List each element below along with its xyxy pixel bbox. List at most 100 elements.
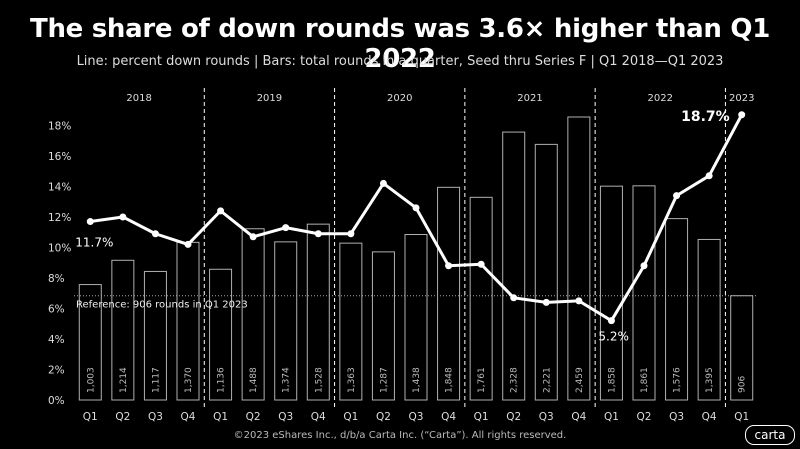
x-tick-label: Q3 bbox=[148, 411, 163, 423]
x-tick-label: Q2 bbox=[376, 411, 391, 423]
line-point bbox=[412, 204, 420, 212]
line-point bbox=[542, 298, 550, 306]
bar bbox=[339, 242, 363, 401]
bar bbox=[209, 268, 233, 401]
year-label: 2019 bbox=[257, 93, 282, 104]
y-tick-label: 10% bbox=[48, 242, 71, 254]
y-tick-label: 18% bbox=[48, 120, 71, 132]
x-tick-label: Q4 bbox=[571, 411, 586, 423]
line-point bbox=[477, 260, 485, 268]
bar bbox=[78, 284, 102, 401]
min-value-label: 5.2% bbox=[598, 330, 629, 344]
bar-value-label: 1,438 bbox=[412, 367, 422, 393]
line-point bbox=[575, 297, 583, 305]
bar-value-label: 1,214 bbox=[119, 367, 129, 393]
line-point bbox=[347, 230, 355, 238]
bar bbox=[241, 228, 265, 401]
bar-value-label: 1,576 bbox=[673, 367, 683, 393]
carta-logo: carta bbox=[745, 425, 795, 445]
bar-value-label: 1,488 bbox=[249, 367, 259, 393]
chart-subtitle: Line: percent down rounds | Bars: total … bbox=[76, 54, 724, 69]
year-label: 2022 bbox=[648, 93, 673, 104]
y-tick-label: 2% bbox=[48, 364, 65, 376]
bar-value-label: 1,003 bbox=[86, 367, 96, 393]
y-tick-label: 4% bbox=[48, 334, 65, 346]
bar-value-label: 1,848 bbox=[445, 367, 455, 393]
bar bbox=[567, 116, 591, 401]
line-point bbox=[738, 111, 746, 119]
line-point bbox=[314, 230, 322, 238]
bar bbox=[143, 270, 167, 401]
bar-value-label: 2,221 bbox=[542, 367, 552, 393]
x-tick-label: Q3 bbox=[539, 411, 554, 423]
footer-copyright: ©2023 eShares Inc., d/b/a Carta Inc. (“C… bbox=[233, 430, 567, 441]
bar-value-label: 1,395 bbox=[705, 367, 715, 393]
y-tick-label: 12% bbox=[48, 212, 71, 224]
y-tick-label: 16% bbox=[48, 151, 71, 163]
y-tick-label: 8% bbox=[48, 273, 65, 285]
bar bbox=[697, 238, 721, 401]
line-point bbox=[282, 224, 290, 232]
x-tick-label: Q2 bbox=[246, 411, 261, 423]
bar-value-label: 2,459 bbox=[575, 367, 585, 393]
bar-value-label: 1,858 bbox=[607, 367, 617, 393]
line-point bbox=[184, 240, 192, 248]
bar bbox=[306, 223, 330, 401]
x-tick-label: Q1 bbox=[734, 411, 749, 423]
bar-value-label: 1,287 bbox=[379, 367, 389, 393]
x-tick-label: Q2 bbox=[506, 411, 521, 423]
year-label: 2018 bbox=[126, 93, 151, 104]
bar bbox=[599, 185, 623, 401]
x-tick-label: Q4 bbox=[311, 411, 326, 423]
bar-value-label: 906 bbox=[738, 376, 748, 393]
line-point bbox=[640, 262, 648, 270]
year-label: 2021 bbox=[517, 93, 542, 104]
chart-title: The share of down rounds was 3.6× higher… bbox=[30, 14, 770, 74]
bar-value-label: 1,761 bbox=[477, 367, 487, 393]
line-point bbox=[151, 230, 159, 238]
x-tick-label: Q4 bbox=[441, 411, 456, 423]
x-tick-label: Q1 bbox=[83, 411, 98, 423]
bar-value-label: 1,528 bbox=[314, 367, 324, 393]
bar bbox=[502, 131, 526, 401]
x-tick-label: Q3 bbox=[278, 411, 293, 423]
bar bbox=[274, 241, 298, 401]
line-point bbox=[86, 218, 94, 226]
line-point bbox=[379, 179, 387, 187]
line-point bbox=[445, 262, 453, 270]
x-tick-label: Q1 bbox=[343, 411, 358, 423]
line-point bbox=[607, 317, 615, 325]
bar-value-label: 1,363 bbox=[347, 367, 357, 393]
bar-value-label: 1,117 bbox=[151, 367, 161, 393]
bar-value-label: 1,370 bbox=[184, 367, 194, 393]
bar bbox=[730, 295, 754, 401]
x-tick-label: Q3 bbox=[409, 411, 424, 423]
bar-value-label: 1,861 bbox=[640, 367, 650, 393]
bar-value-label: 2,328 bbox=[510, 367, 520, 393]
bar bbox=[371, 251, 395, 401]
line-point bbox=[705, 172, 713, 180]
bar-value-label: 1,374 bbox=[282, 367, 292, 393]
line-point bbox=[673, 192, 681, 200]
line-point bbox=[217, 207, 225, 215]
x-tick-label: Q3 bbox=[669, 411, 684, 423]
bar bbox=[111, 259, 135, 401]
bar bbox=[534, 143, 558, 401]
x-tick-label: Q4 bbox=[702, 411, 717, 423]
reference-label: Reference: 906 rounds in Q1 2023 bbox=[76, 300, 248, 311]
x-tick-label: Q2 bbox=[637, 411, 652, 423]
bar bbox=[404, 234, 428, 401]
y-tick-label: 0% bbox=[48, 395, 65, 407]
bar bbox=[665, 218, 689, 401]
y-tick-label: 14% bbox=[48, 181, 71, 193]
x-tick-label: Q1 bbox=[604, 411, 619, 423]
down-rounds-line bbox=[90, 114, 744, 323]
line-point bbox=[249, 233, 257, 241]
year-label: 2020 bbox=[387, 93, 412, 104]
x-tick-label: Q1 bbox=[474, 411, 489, 423]
year-label: 2023 bbox=[729, 93, 754, 104]
x-tick-label: Q1 bbox=[213, 411, 228, 423]
bar bbox=[469, 196, 493, 401]
line-point bbox=[510, 294, 518, 302]
